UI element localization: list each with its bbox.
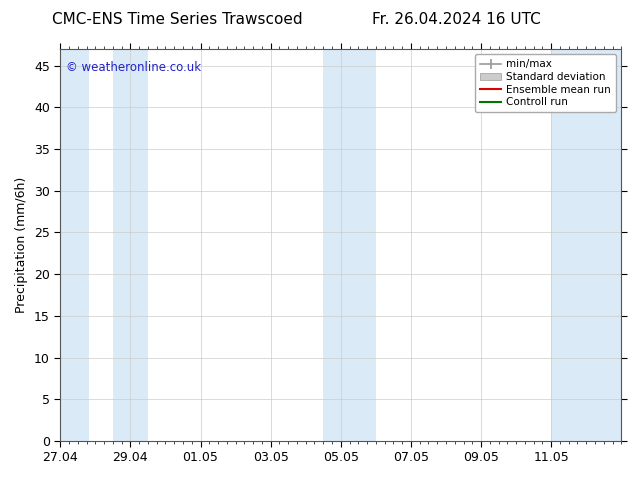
Bar xyxy=(323,49,376,441)
Text: Fr. 26.04.2024 16 UTC: Fr. 26.04.2024 16 UTC xyxy=(372,12,541,27)
Bar xyxy=(113,49,148,441)
Legend: min/max, Standard deviation, Ensemble mean run, Controll run: min/max, Standard deviation, Ensemble me… xyxy=(475,54,616,112)
Bar xyxy=(60,49,89,441)
Y-axis label: Precipitation (mm/6h): Precipitation (mm/6h) xyxy=(15,177,29,313)
Text: © weatheronline.co.uk: © weatheronline.co.uk xyxy=(66,61,201,74)
Text: CMC-ENS Time Series Trawscoed: CMC-ENS Time Series Trawscoed xyxy=(52,12,303,27)
Bar xyxy=(551,49,621,441)
